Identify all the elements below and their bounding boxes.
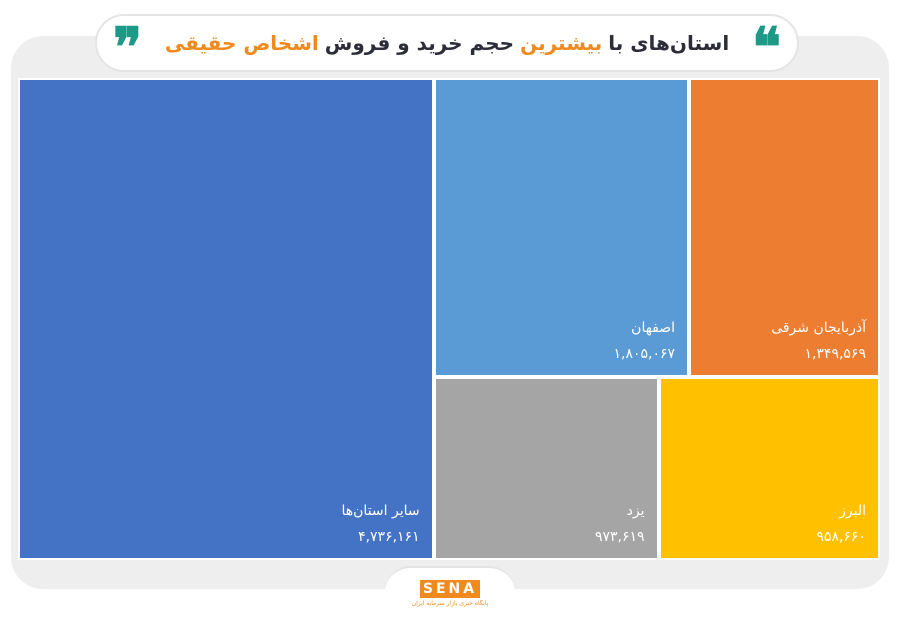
tile-name: اصفهان: [631, 319, 676, 336]
treemap-chart: سایر استان‌ها ۴,۷۳۶,۱۶۱ اصفهان ۱,۸۰۵,۰۶۷ آذر…: [18, 78, 880, 560]
title-part-3: حجم خرید و فروش: [324, 31, 515, 55]
chart-title: استان‌های با بیشترین حجم خرید و فروش اشخ…: [157, 16, 737, 70]
logo-subtitle: پایگاه خبری بازار سرمایه ایران: [411, 600, 489, 607]
quote-close-icon: ❝: [751, 15, 781, 79]
treemap-tile: سایر استان‌ها ۴,۷۳۶,۱۶۱: [18, 78, 434, 560]
treemap-tile: اصفهان ۱,۸۰۵,۰۶۷: [433, 78, 690, 377]
tile-value: ۱,۸۰۵,۰۶۷: [613, 345, 676, 362]
tile-label: آذربایجان شرقی ۱,۳۴۹,۵۶۹: [771, 317, 866, 365]
treemap-tile: یزد ۹۷۳,۶۱۹: [433, 376, 659, 560]
tile-name: سایر استان‌ها: [341, 503, 420, 519]
tile-label: البرز ۹۵۸,۶۶۰: [816, 500, 866, 548]
quote-open-icon: ❞: [113, 15, 143, 79]
title-part-1: استان‌های با: [608, 31, 730, 55]
tile-label: سایر استان‌ها ۴,۷۳۶,۱۶۱: [342, 500, 420, 548]
title-part-2: بیشترین: [520, 31, 603, 55]
tile-name: البرز: [839, 502, 866, 519]
tile-label: اصفهان ۱,۸۰۵,۰۶۷: [613, 317, 675, 365]
tile-value: ۹۵۸,۶۶۰: [816, 528, 866, 545]
tile-name: آذربایجان شرقی: [771, 319, 866, 336]
treemap-tile: البرز ۹۵۸,۶۶۰: [658, 376, 880, 560]
tile-value: ۴,۷۳۶,۱۶۱: [358, 529, 420, 545]
tile-label: یزد ۹۷۳,۶۱۹: [595, 500, 645, 548]
tile-value: ۱,۳۴۹,۵۶۹: [804, 345, 866, 362]
tile-name: یزد: [626, 502, 645, 519]
treemap-tile: آذربایجان شرقی ۱,۳۴۹,۵۶۹: [689, 78, 880, 377]
logo-tab: SENA پایگاه خبری بازار سرمایه ایران: [385, 566, 515, 616]
title-banner: ❞ استان‌های با بیشترین حجم خرید و فروش ا…: [95, 14, 799, 79]
sena-logo: SENA: [420, 580, 480, 598]
title-part-4: اشخاص حقیقی: [164, 31, 319, 55]
tile-value: ۹۷۳,۶۱۹: [594, 528, 645, 545]
